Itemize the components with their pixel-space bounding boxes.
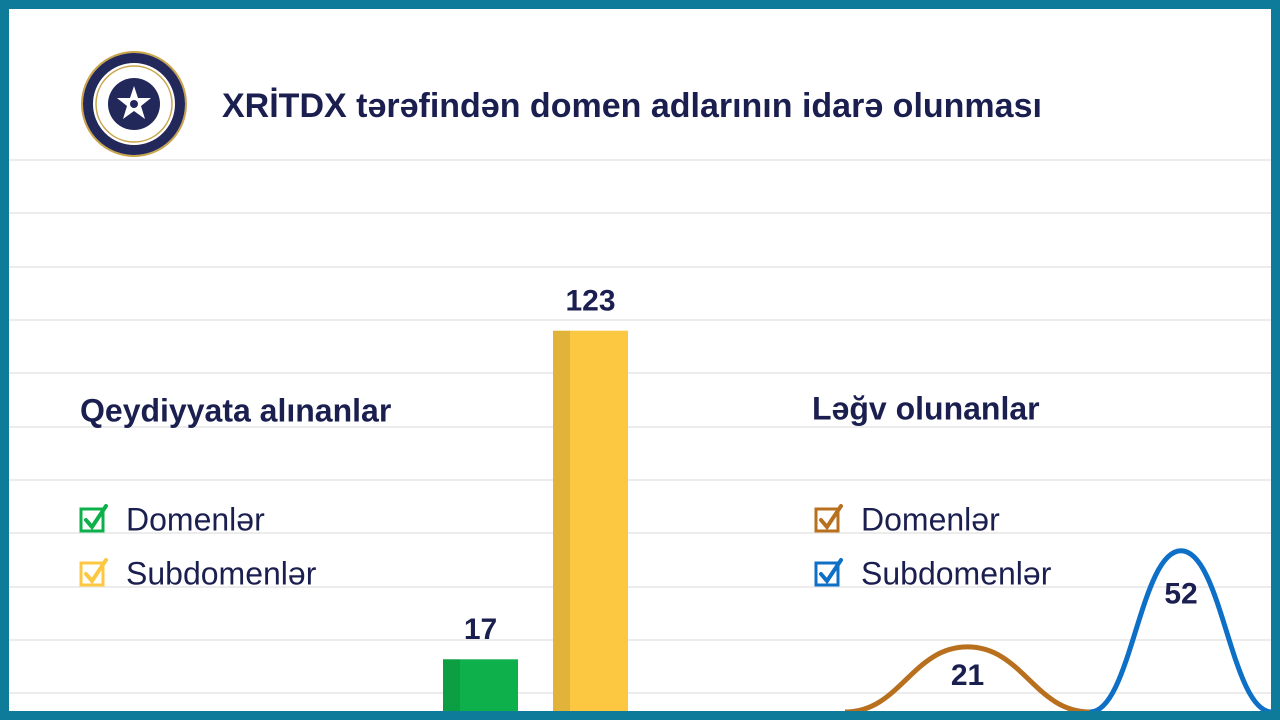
page-title: XRİTDX tərəfindən domen adlarının idarə … — [222, 87, 1042, 125]
legend-label: Subdomenlər — [861, 555, 1052, 591]
chart-title: Ləğv olunanlar — [812, 390, 1040, 426]
legend-checkbox — [79, 561, 105, 587]
bell-curve — [1089, 548, 1273, 715]
legend-label: Domenlər — [861, 501, 1000, 537]
legend-check — [819, 504, 843, 531]
legend-check — [84, 504, 108, 531]
data-label: 52 — [1164, 578, 1197, 611]
legend-check — [84, 558, 108, 585]
background-lines — [0, 159, 1280, 694]
legend-label: Domenlər — [126, 501, 265, 537]
bar-shade — [443, 659, 460, 712]
logo — [81, 51, 187, 157]
legend-checkbox — [814, 507, 840, 533]
data-label: 17 — [464, 613, 497, 646]
bell-curve — [844, 644, 1091, 715]
legend-checkbox — [79, 507, 105, 533]
bar-shade — [553, 330, 570, 712]
legend-check — [819, 558, 843, 585]
chart-title: Qeydiyyata alınanlar — [80, 392, 391, 428]
bar — [443, 659, 518, 712]
data-label: 21 — [951, 659, 984, 692]
legend-checkbox — [814, 561, 840, 587]
data-label: 123 — [565, 285, 615, 318]
legend-label: Subdomenlər — [126, 555, 317, 591]
bar — [553, 330, 628, 712]
